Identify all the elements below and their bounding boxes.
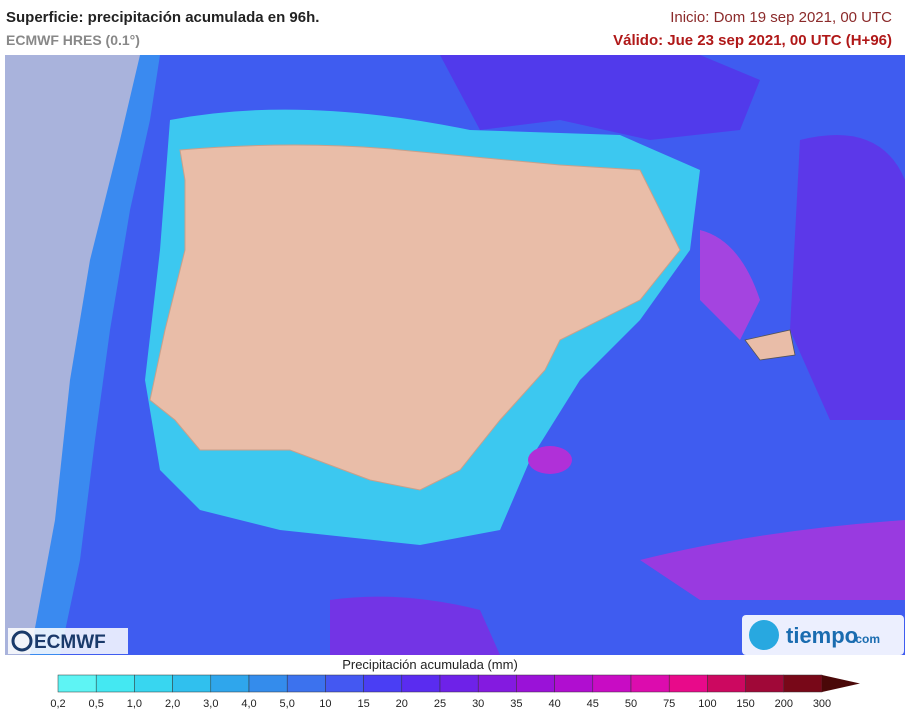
colorbar-label: 200: [775, 698, 793, 710]
model: ECMWF HRES (0.1°): [6, 32, 140, 48]
colorbar-cell: [134, 674, 173, 693]
colorbar-cell: [325, 674, 364, 693]
tiempo-logo: tiempo .com: [742, 615, 904, 655]
colorbar-cell: [707, 674, 746, 693]
colorbar-cell: [554, 674, 594, 693]
colorbar-cell: [210, 674, 250, 693]
colorbar-cell: [477, 674, 517, 693]
init-time: Inicio: Dom 19 sep 2021, 00 UTC: [670, 9, 892, 26]
colorbar-cell: [783, 674, 823, 693]
colorbar-label: 15: [357, 698, 369, 710]
colorbar-label: 100: [698, 698, 716, 710]
colorbar-label: 0,2: [50, 698, 65, 710]
colorbar-label: 40: [548, 698, 560, 710]
colorbar-label: 3,0: [203, 698, 218, 710]
colorbar-cell: [630, 674, 670, 693]
colorbar-label: 1,0: [127, 698, 142, 710]
colorbar-label: 10: [319, 698, 331, 710]
colorbar-label: 0,5: [89, 698, 104, 710]
colorbar-cell: [592, 674, 632, 693]
colorbar-cell: [439, 674, 479, 693]
colorbar-label: 45: [587, 698, 599, 710]
title: Superficie: precipitación acumulada en 9…: [6, 9, 319, 26]
colorbar-cell: [248, 674, 288, 693]
valid-time: Válido: Jue 23 sep 2021, 00 UTC (H+96): [613, 32, 892, 49]
colorbar-label: 30: [472, 698, 484, 710]
colorbar-cell: [57, 674, 97, 693]
logo-text: tiempo: [786, 623, 858, 648]
legend-title: Precipitación acumulada (mm): [342, 657, 518, 672]
colorbar-label: 20: [396, 698, 408, 710]
colorbar-cell: [745, 674, 785, 693]
colorbar-label: 150: [736, 698, 754, 710]
colorbar-label: 5,0: [280, 698, 295, 710]
colorbar-cell: [401, 674, 441, 693]
colorbar-cell: [516, 674, 555, 693]
colorbar-label: 35: [510, 698, 522, 710]
map: [5, 55, 905, 655]
colorbar-label: 50: [625, 698, 637, 710]
logo-text: ECMWF: [34, 632, 106, 653]
ecmwf-logo: ECMWF: [8, 628, 128, 654]
colorbar-cell: [95, 674, 135, 693]
colorbar: 0,2 0,5 1,0 2,0 3,0 4,0 5,0 10 15 20 25 30 35 40 45 50 7…: [50, 674, 860, 710]
colorbar-label: 75: [663, 698, 675, 710]
colorbar-cell: [172, 674, 212, 693]
colorbar-cell: [363, 674, 403, 693]
colorbar-extend: [822, 675, 860, 692]
colorbar-label: 2,0: [165, 698, 180, 710]
colorbar-label: 300: [813, 698, 831, 710]
colorbar-cell: [286, 674, 326, 693]
logo-suffix: .com: [852, 632, 880, 646]
colorbar-label: 25: [434, 698, 446, 710]
colorbar-label: 4,0: [241, 698, 256, 710]
colorbar-cell: [668, 674, 708, 693]
